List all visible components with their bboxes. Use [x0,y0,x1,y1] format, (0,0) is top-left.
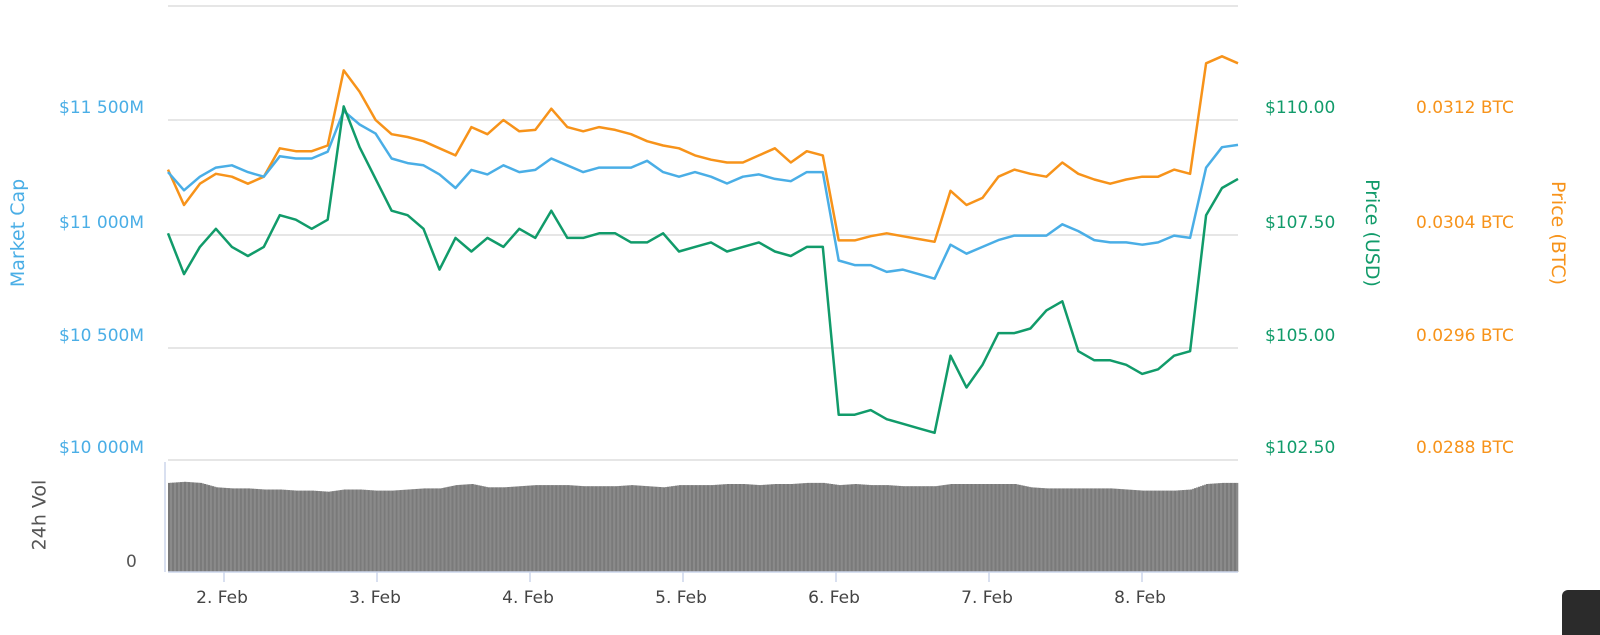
x-tick-label: 2. Feb [196,588,248,608]
price-btc-line[interactable] [166,55,1239,244]
price-usd-tick: $102.50 [1265,438,1336,458]
grid-lines [168,5,1238,461]
volume-bars [168,481,1239,573]
price-usd-line[interactable] [166,105,1239,435]
market-cap-tick: $11 000M [59,213,144,233]
price-btc-tick: 0.0312 BTC [1416,98,1514,118]
market-cap-tick: $10 000M [59,438,144,458]
price-btc-tick: 0.0304 BTC [1416,213,1514,233]
volume-tick-zero: 0 [126,552,137,572]
x-tick-label: 6. Feb [808,588,860,608]
market-cap-axis-title: Market Cap [7,178,30,288]
x-tick-label: 7. Feb [961,588,1013,608]
market-cap-tick: $10 500M [59,326,144,346]
x-tick-label: 3. Feb [349,588,401,608]
market-cap-tick: $11 500M [59,98,144,118]
price-btc-tick: 0.0288 BTC [1416,438,1514,458]
price-btc-tick: 0.0296 BTC [1416,326,1514,346]
volume-axis-title: 24h Vol [28,479,51,551]
price-usd-tick: $110.00 [1265,98,1336,118]
price-usd-tick: $105.00 [1265,326,1336,346]
x-axis-ticks [223,572,1143,582]
x-tick-label: 8. Feb [1114,588,1166,608]
x-tick-label: 5. Feb [655,588,707,608]
price-usd-axis-title: Price (USD) [1360,179,1383,287]
price-usd-tick: $107.50 [1265,213,1336,233]
price-btc-axis-title: Price (BTC) [1547,180,1570,286]
corner-widget-button[interactable] [1562,590,1600,635]
x-tick-label: 4. Feb [502,588,554,608]
